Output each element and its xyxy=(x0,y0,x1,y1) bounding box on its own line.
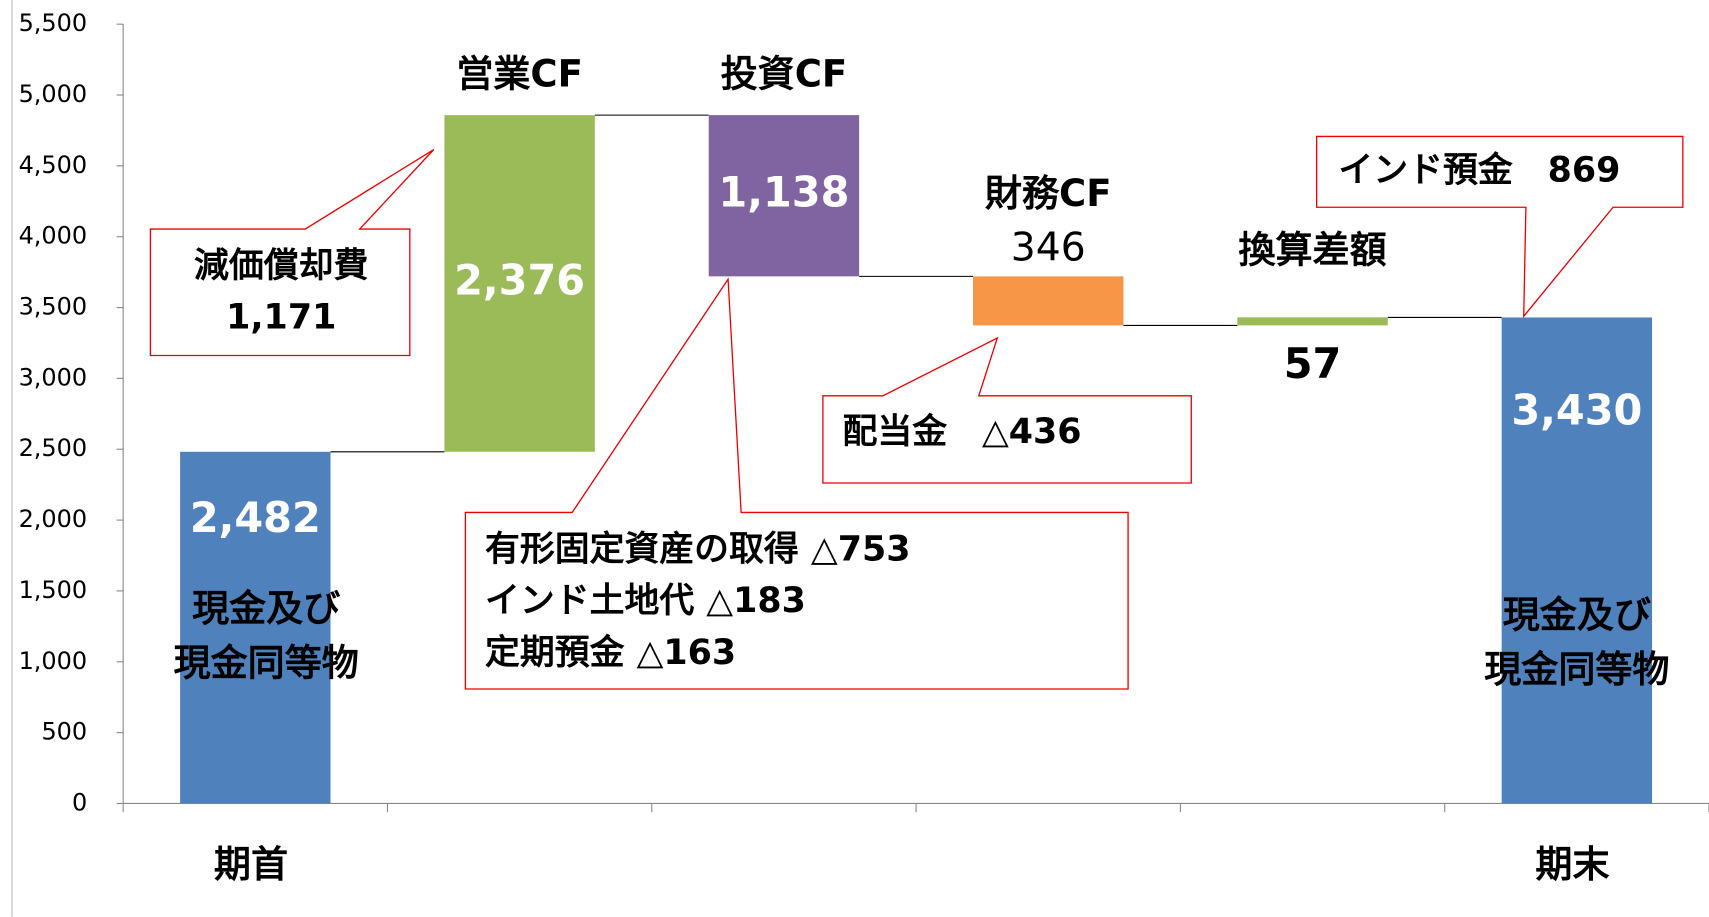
y-tick-label: 4,500 xyxy=(19,151,88,179)
bar-name: 換算差額 xyxy=(1238,228,1386,271)
total-label: 現金及び xyxy=(192,587,340,630)
total-label: 現金同等物 xyxy=(174,642,359,685)
total-label: 現金同等物 xyxy=(1484,648,1669,691)
bar-name: 投資CF xyxy=(721,52,848,95)
bar xyxy=(1237,317,1388,326)
y-tick-label: 3,500 xyxy=(19,293,88,321)
callout-text: 1,171 xyxy=(226,297,336,337)
total-label: 現金及び xyxy=(1503,594,1651,637)
bar xyxy=(180,451,331,804)
callout-box xyxy=(149,148,435,357)
bar xyxy=(444,115,595,452)
bar xyxy=(973,276,1124,326)
y-tick-label: 5,000 xyxy=(19,80,88,108)
callout-box xyxy=(822,336,1192,484)
y-tick-label: 1,500 xyxy=(19,576,88,604)
callout-text: 定期預金 △163 xyxy=(485,632,736,673)
y-tick-label: 2,500 xyxy=(19,434,88,462)
data-label: 346 xyxy=(1011,226,1086,271)
callout-text: インド土地代 △183 xyxy=(485,581,806,621)
y-tick-label: 3,000 xyxy=(19,363,88,391)
bar xyxy=(1501,317,1653,804)
data-label: 3,430 xyxy=(1511,386,1642,434)
callout-box xyxy=(1315,135,1684,319)
bar-name: 財務CF xyxy=(985,172,1112,215)
data-label: 2,482 xyxy=(190,494,321,542)
x-tick-label: 期首 xyxy=(214,843,288,886)
data-label: 1,138 xyxy=(718,169,849,217)
callout-text: 配当金 △436 xyxy=(843,411,1082,452)
bar-name: 営業CF xyxy=(456,52,583,95)
data-label: 2,376 xyxy=(454,256,585,304)
y-tick-label: 0 xyxy=(72,788,87,816)
y-tick-label: 500 xyxy=(41,718,87,746)
y-tick-label: 1,000 xyxy=(19,647,88,675)
y-tick-label: 5,500 xyxy=(19,9,88,37)
callout-text: 減価償却費 xyxy=(194,246,368,286)
callout-text: インド預金 869 xyxy=(1338,149,1620,190)
y-tick-label: 4,000 xyxy=(19,222,88,250)
callout-text: 有形固定資産の取得 △753 xyxy=(485,530,910,570)
callouts xyxy=(149,135,1684,690)
bar xyxy=(708,115,860,277)
x-tick-label: 期末 xyxy=(1535,843,1609,886)
y-tick-label: 2,000 xyxy=(19,505,88,533)
callout-box xyxy=(464,277,1129,690)
data-label: 57 xyxy=(1284,340,1342,388)
